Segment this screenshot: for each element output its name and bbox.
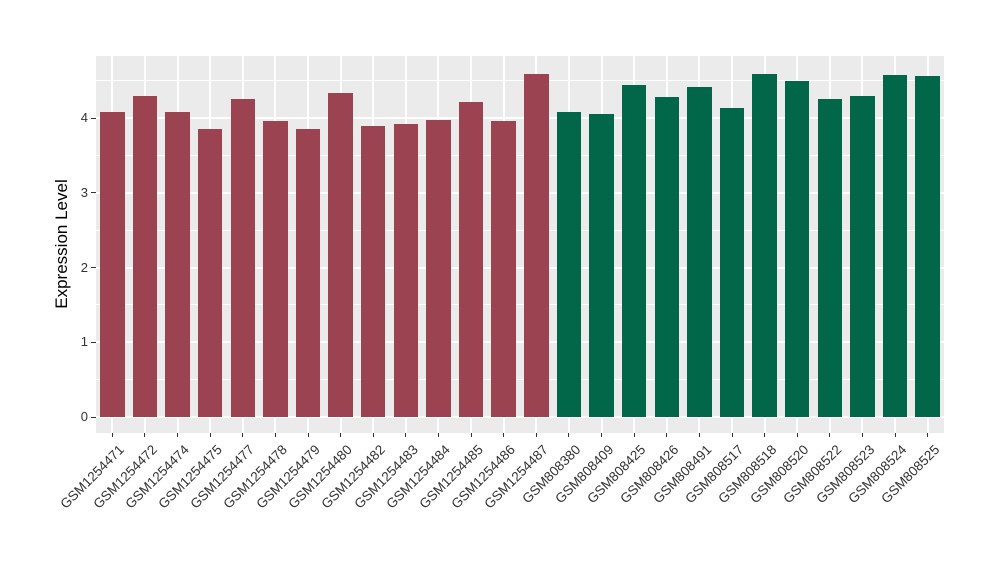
x-tick-mark-GSM1254484 [437,433,439,437]
gridline-minor-y-3.5 [96,154,944,156]
x-tick-mark-GSM1254478 [274,433,276,437]
gridline-minor-y-1.5 [96,304,944,306]
bar-GSM808520 [785,80,810,417]
x-tick-mark-GSM1254477 [242,433,244,437]
x-tick-mark-GSM1254471 [111,433,113,437]
y-tick-label-3: 3 [80,184,88,200]
bar-GSM808425 [621,85,647,417]
bar-GSM1254486 [491,121,516,417]
x-tick-mark-GSM1254475 [209,433,211,437]
x-tick-mark-GSM1254474 [177,433,179,437]
y-tick-mark-4 [91,117,96,119]
y-tick-mark-3 [91,192,96,194]
bar-GSM808523 [850,95,875,417]
x-tick-mark-GSM1254487 [535,433,537,437]
y-tick-mark-2 [91,267,96,269]
x-tick-mark-GSM1254479 [307,433,309,437]
x-tick-mark-GSM808525 [927,433,929,437]
x-tick-mark-GSM808425 [633,433,635,437]
x-tick-mark-GSM808523 [861,433,863,437]
y-tick-label-0: 0 [80,409,88,424]
x-tick-mark-GSM1254486 [503,433,505,437]
bar-GSM808518 [752,73,777,417]
bar-GSM1254472 [132,96,158,417]
bar-GSM808380 [556,112,582,417]
plot-panel [96,56,944,433]
bar-GSM1254485 [458,102,484,417]
gridline-major-y-4 [96,117,944,120]
bar-GSM808426 [654,97,679,417]
bar-GSM1254479 [295,128,321,417]
x-tick-mark-GSM1254480 [340,433,342,437]
gridline-major-y-3 [96,191,944,194]
x-tick-mark-GSM808426 [666,433,668,437]
bar-GSM808525 [915,76,940,417]
bar-GSM808524 [882,74,908,417]
x-tick-mark-GSM808517 [731,433,733,437]
x-tick-mark-GSM1254483 [405,433,407,437]
x-tick-mark-GSM808491 [698,433,700,437]
bar-GSM1254474 [165,112,190,417]
bar-GSM1254477 [230,98,255,417]
gridline-major-y-1 [96,341,944,344]
y-tick-label-4: 4 [80,110,88,126]
x-tick-mark-GSM808524 [894,433,896,437]
bar-GSM1254483 [393,124,419,417]
bar-GSM1254482 [361,126,386,417]
x-tick-mark-GSM808522 [829,433,831,437]
bar-GSM808517 [719,108,745,417]
x-tick-mark-GSM1254482 [372,433,374,437]
bar-GSM1254478 [263,121,288,417]
bar-GSM1254484 [426,120,451,417]
x-tick-mark-GSM1254472 [144,433,146,437]
gridline-major-y-2 [96,266,944,269]
x-tick-mark-GSM808380 [568,433,570,437]
y-tick-mark-0 [91,416,96,418]
bar-GSM808522 [817,98,843,417]
x-tick-mark-GSM808520 [796,433,798,437]
y-tick-mark-1 [91,341,96,343]
gridline-minor-y-2.5 [96,229,944,231]
bar-GSM1254475 [197,128,223,417]
y-tick-label-2: 2 [80,259,88,275]
bar-GSM1254487 [524,73,549,417]
gridline-minor-y-4.5 [96,80,944,82]
gridline-major-y-0 [96,416,944,418]
bar-GSM1254471 [100,112,125,417]
x-tick-mark-GSM808518 [764,433,766,437]
gridline-minor-y-0.5 [96,379,944,381]
x-tick-mark-GSM808409 [601,433,603,437]
bar-GSM808409 [589,113,614,417]
bar-GSM1254480 [328,93,353,417]
bar-GSM808491 [687,87,712,417]
x-tick-mark-GSM1254485 [470,433,472,437]
y-tick-label-1: 1 [80,334,88,350]
